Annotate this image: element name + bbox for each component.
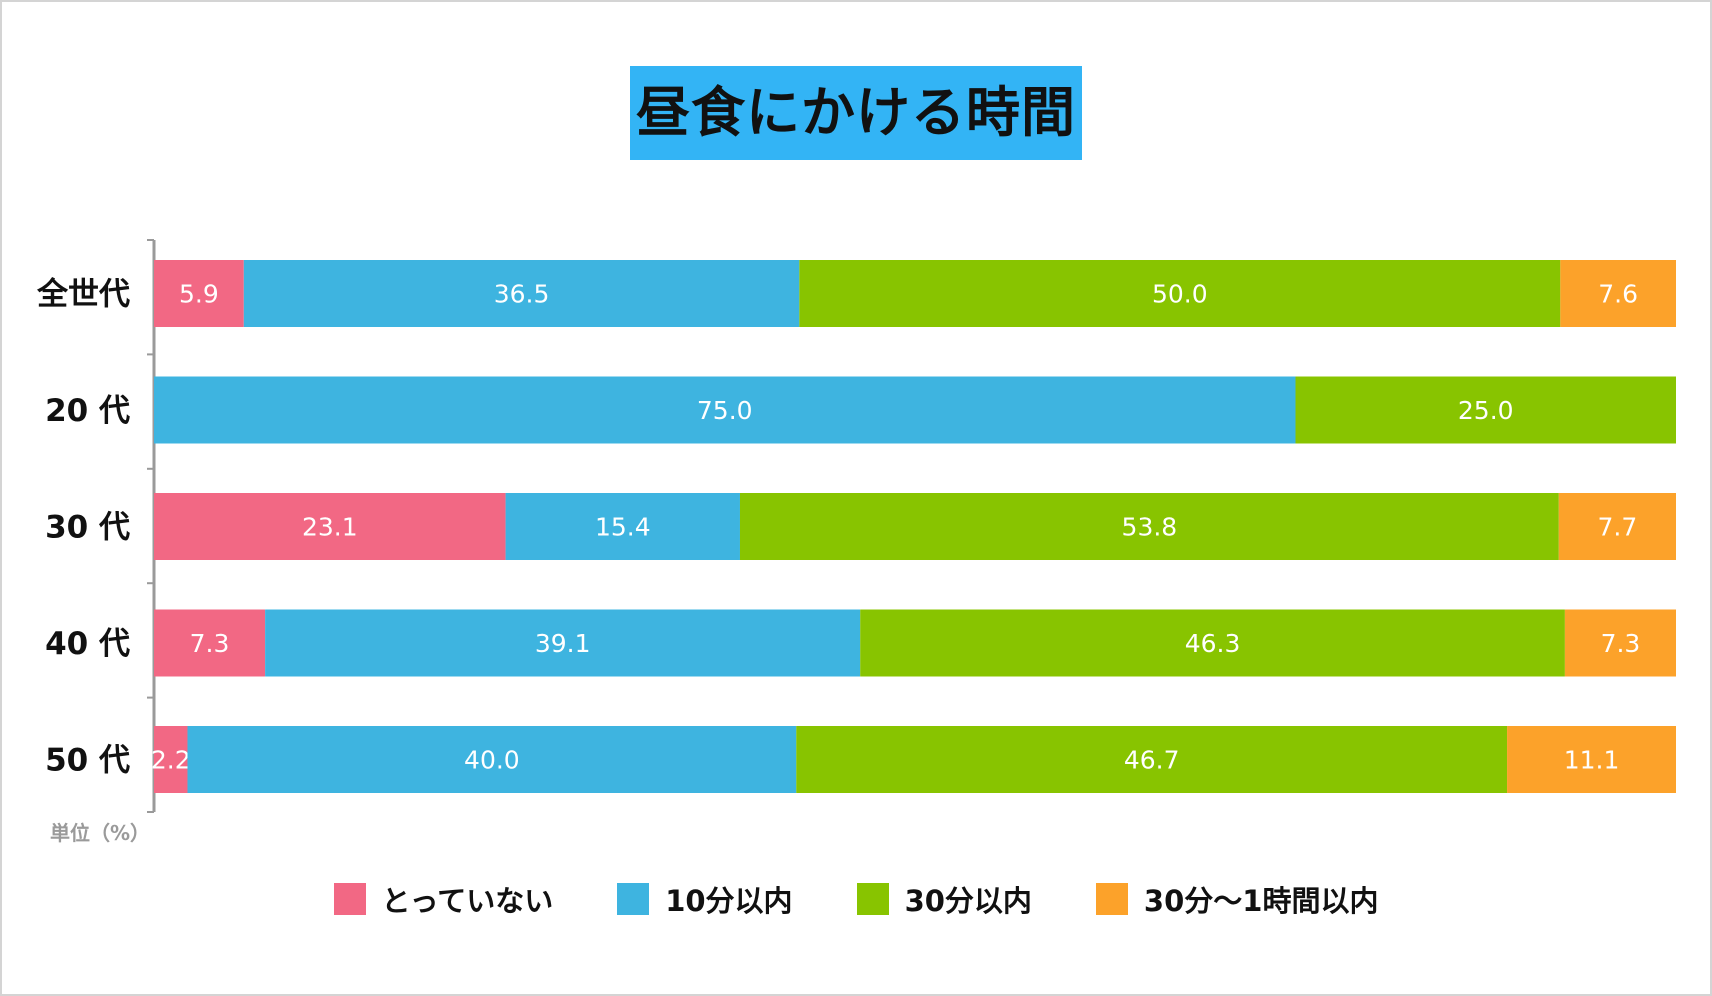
data-label: 46.7 (1124, 746, 1180, 775)
data-label: 40.0 (464, 746, 520, 775)
bar-segment (1564, 609, 1676, 677)
bar-segment (1560, 260, 1676, 327)
bar-segment (1558, 493, 1676, 560)
bar-segment (799, 260, 1561, 327)
chart-title: 昼食にかける時間 (630, 66, 1082, 160)
data-label: 23.1 (302, 513, 358, 542)
data-label: 75.0 (697, 396, 753, 425)
data-label: 36.5 (494, 280, 550, 309)
bar-segment (1295, 376, 1676, 444)
bar-segment (243, 260, 800, 327)
data-label: 7.7 (1598, 513, 1638, 542)
bar-segment (154, 609, 266, 677)
legend-swatch (1095, 883, 1128, 915)
data-label: 2.2 (151, 746, 191, 775)
bar-segment (265, 609, 861, 677)
bar-segment (154, 260, 244, 327)
legend-swatch (856, 883, 889, 915)
bar-segment (154, 493, 506, 560)
legend-item: 30分〜1時間以内 (1095, 878, 1379, 920)
data-label: 11.1 (1564, 746, 1620, 775)
data-label: 7.3 (190, 629, 230, 658)
category-label: 30 代 (45, 510, 130, 546)
bar-segment (860, 609, 1565, 677)
category-label: 全世代 (36, 277, 130, 313)
data-label: 7.3 (1601, 629, 1641, 658)
legend-swatch (617, 883, 650, 915)
bar-segment (154, 726, 188, 793)
bar-segment (1507, 726, 1676, 793)
bar-segment (796, 726, 1508, 793)
category-label: 20 代 (45, 393, 130, 429)
legend-label: 30分以内 (904, 884, 1032, 918)
data-label: 5.9 (179, 280, 219, 309)
chart-legend: とっていない 10分以内 30分以内 30分〜1時間以内 (0, 878, 1712, 920)
legend-item: 10分以内 (617, 878, 793, 920)
data-label: 46.3 (1185, 629, 1241, 658)
category-label: 40 代 (45, 626, 130, 662)
data-label: 25.0 (1458, 396, 1514, 425)
legend-swatch (333, 883, 366, 915)
legend-label: とっていない (381, 884, 554, 918)
category-label: 50 代 (45, 743, 130, 779)
bar-segment (505, 493, 740, 560)
data-label: 50.0 (1152, 280, 1208, 309)
unit-label: 単位（%） (50, 821, 150, 845)
legend-label: 10分以内 (665, 884, 793, 918)
legend-item: 30分以内 (856, 878, 1032, 920)
legend-item: とっていない (333, 878, 554, 920)
data-label: 39.1 (535, 629, 591, 658)
data-label: 7.6 (1598, 280, 1638, 309)
title-wrap: 昼食にかける時間 (0, 66, 1712, 160)
bar-segment (739, 493, 1559, 560)
bar-segment (187, 726, 797, 793)
bar-segment (154, 376, 1296, 444)
data-label: 15.4 (595, 513, 651, 542)
data-label: 53.8 (1122, 513, 1178, 542)
legend-label: 30分〜1時間以内 (1143, 884, 1379, 918)
